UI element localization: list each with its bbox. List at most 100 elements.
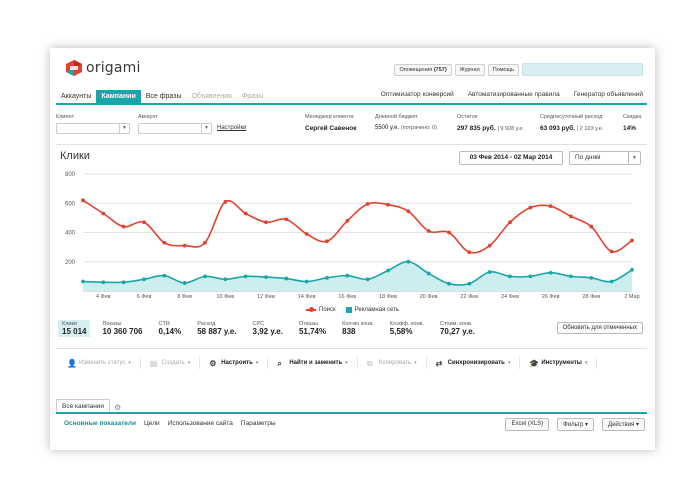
toolbar-button-5[interactable]: ⇄ Синхронизировать ▾ bbox=[427, 357, 521, 369]
x-tick-label: 14 Фев bbox=[298, 294, 316, 300]
journal-button[interactable]: Журнал bbox=[454, 63, 485, 76]
settings-link[interactable]: Настройки bbox=[217, 125, 247, 131]
legend-item-search[interactable]: Поиск bbox=[306, 307, 336, 313]
metric-3[interactable]: Расход 58 887 у.е. bbox=[193, 320, 240, 337]
metric-6[interactable]: Кол-во конв. 838 bbox=[338, 320, 378, 337]
filter-button[interactable]: Фильтр ▾ bbox=[557, 418, 595, 431]
network-data-point bbox=[284, 276, 289, 281]
date-range-picker[interactable]: 03 Фев 2014 - 02 Мар 2014 bbox=[459, 151, 563, 165]
tab-all-campaigns[interactable]: Все кампании bbox=[56, 399, 111, 412]
network-data-point bbox=[121, 280, 126, 285]
toolbar-label: Изменить статус bbox=[79, 360, 126, 366]
logo[interactable]: origami bbox=[66, 60, 141, 76]
toolbar-label: Создать bbox=[161, 360, 185, 366]
toolbar-button-1[interactable]: ▤ Создать ▾ bbox=[141, 357, 201, 369]
network-data-point bbox=[467, 281, 472, 286]
network-data-point bbox=[81, 279, 85, 284]
tab-ads[interactable]: Объявления bbox=[191, 93, 232, 100]
tab-automated-rules[interactable]: Автоматизированные правила bbox=[467, 91, 560, 98]
graduation-cap-icon: 🎓 bbox=[529, 358, 540, 368]
network-data-point bbox=[609, 279, 614, 284]
metric-8[interactable]: Стоим. конв. 70,27 у.е. bbox=[436, 320, 479, 337]
tab-ad-generator[interactable]: Генератор объявлений bbox=[573, 91, 643, 98]
network-data-point bbox=[142, 277, 146, 282]
network-data-point bbox=[589, 275, 594, 280]
gear-icon[interactable]: ⚙ bbox=[114, 403, 122, 412]
y-tick-label: 600 bbox=[65, 201, 76, 207]
balance-value: 297 835 руб. | 9 928 у.е. bbox=[457, 125, 524, 132]
search-data-point bbox=[345, 218, 350, 223]
x-tick-label: 12 Фев bbox=[257, 294, 275, 300]
excel-export-button[interactable]: Excel (XLS) bbox=[505, 418, 550, 431]
client-select[interactable]: ▼ bbox=[56, 123, 130, 134]
x-tick-label: 6 Фев bbox=[137, 294, 152, 300]
subtab-parameters[interactable]: Параметры bbox=[240, 420, 276, 427]
caret-down-icon: ▾ bbox=[345, 360, 348, 366]
metric-4[interactable]: CPC 3,92 у.е. bbox=[249, 320, 287, 337]
metric-1[interactable]: Показы 10 360 706 bbox=[98, 320, 146, 337]
toolbar-button-3[interactable]: ⌕ Найти и заменить ▾ bbox=[268, 357, 358, 369]
search-data-point bbox=[487, 243, 492, 248]
tab-all-phrases[interactable]: Все фразы bbox=[145, 93, 182, 100]
actions-button[interactable]: Действия ▾ bbox=[602, 418, 645, 431]
account-label: Аккаунт bbox=[138, 114, 158, 120]
help-button[interactable]: Помощь bbox=[487, 63, 519, 76]
toolbar-button-4[interactable]: ⧉ Копировать ▾ bbox=[358, 357, 427, 369]
chevron-down-icon: ▼ bbox=[119, 124, 129, 133]
toolbar-button-2[interactable]: ⚙ Настроить ▾ bbox=[200, 357, 269, 369]
metric-7[interactable]: Коэфф. конв. 5,58% bbox=[386, 320, 428, 337]
network-data-point bbox=[447, 281, 451, 286]
y-tick-label: 400 bbox=[65, 231, 76, 237]
x-tick-label: 24 Фев bbox=[501, 294, 519, 300]
y-tick-label: 800 bbox=[65, 172, 76, 178]
y-tick-label: 200 bbox=[65, 260, 76, 266]
search-input[interactable] bbox=[522, 63, 643, 76]
toolbar-label: Синхронизировать bbox=[447, 360, 505, 366]
search-data-point bbox=[264, 220, 268, 225]
metric-label: Показы bbox=[102, 321, 122, 327]
network-data-point bbox=[426, 271, 431, 276]
network-series-line bbox=[82, 260, 633, 286]
search-data-point bbox=[609, 249, 614, 254]
tab-campaigns[interactable]: Кампании bbox=[96, 90, 141, 103]
search-data-point bbox=[447, 230, 451, 235]
toolbar-button-6[interactable]: 🎓 Инструменты ▾ bbox=[520, 357, 598, 369]
metric-subtabs: Основные показатели Цели Использование с… bbox=[64, 420, 276, 427]
metric-0[interactable]: Клики 15 014 bbox=[58, 320, 91, 337]
tab-phrases[interactable]: Фразы bbox=[241, 93, 264, 100]
metric-2[interactable]: CTR 0,14% bbox=[155, 320, 186, 337]
caret-down-icon: ▾ bbox=[507, 360, 511, 366]
gear-icon: ⚙ bbox=[209, 358, 217, 368]
network-data-point bbox=[528, 274, 533, 279]
search-data-point bbox=[365, 202, 370, 206]
network-data-point bbox=[386, 268, 390, 273]
search-data-point bbox=[528, 205, 533, 210]
document-icon: ▤ bbox=[149, 358, 158, 368]
legend-line-swatch bbox=[306, 307, 317, 312]
network-data-point bbox=[101, 280, 106, 285]
subtab-goals[interactable]: Цели bbox=[144, 420, 160, 427]
actions-label: Действия bbox=[608, 422, 635, 428]
tab-conversion-optimizer[interactable]: Оптимизатор конверсий bbox=[380, 91, 454, 98]
main-tabs: Аккаунты Кампании Все фразы Объявления Ф… bbox=[56, 90, 268, 103]
notifications-button[interactable]: Оповещения (757) bbox=[394, 63, 452, 76]
metric-5[interactable]: Отказы 51,74% bbox=[295, 320, 330, 337]
search-data-point bbox=[81, 198, 85, 203]
tab-accounts[interactable]: Аккаунты bbox=[61, 93, 92, 100]
caret-down-icon: ▾ bbox=[584, 360, 588, 366]
x-tick-label: 2 Мар bbox=[624, 294, 639, 300]
search-data-point bbox=[182, 243, 187, 248]
subtab-site-usage[interactable]: Использование сайта bbox=[167, 420, 233, 427]
metric-label: Кол-во конв. bbox=[342, 321, 374, 327]
network-data-point bbox=[569, 274, 573, 279]
legend-item-network[interactable]: Рекламная сеть bbox=[345, 307, 399, 313]
metric-value: 3,92 у.е. bbox=[252, 327, 283, 336]
subtab-main-metrics[interactable]: Основные показатели bbox=[64, 420, 136, 427]
toolbar-button-0[interactable]: 👤 Изменить статус ▾ bbox=[58, 357, 141, 369]
caret-down-icon: ▾ bbox=[635, 422, 639, 428]
refresh-selected-button[interactable]: Обновить для отмеченных bbox=[556, 322, 643, 334]
period-select[interactable]: По дням ▼ bbox=[569, 151, 641, 165]
search-data-point bbox=[101, 211, 106, 216]
search-data-point bbox=[121, 224, 126, 229]
account-select[interactable]: ▼ bbox=[138, 123, 212, 134]
